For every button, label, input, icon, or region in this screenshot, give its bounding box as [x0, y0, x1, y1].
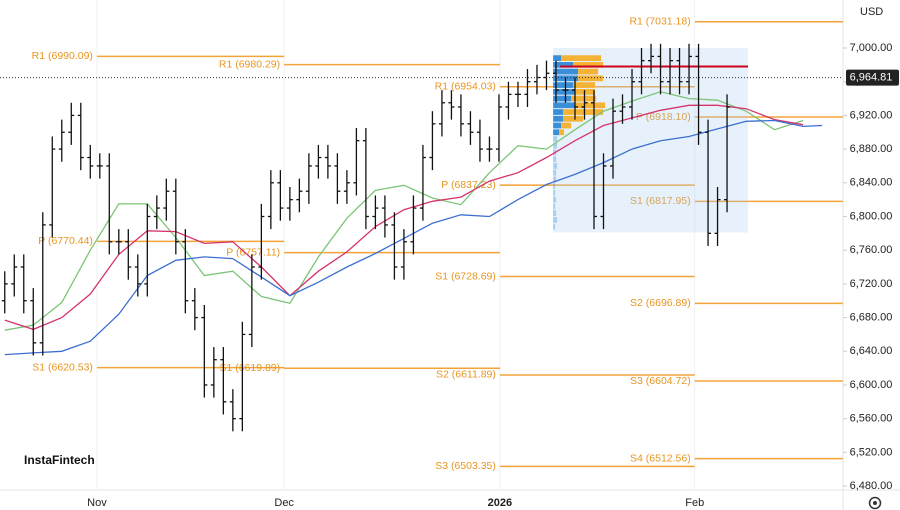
profile-buy: [553, 156, 557, 163]
profile-sell: [573, 61, 604, 68]
profile-sell: [578, 75, 604, 82]
y-tick-label: 6,800.00: [850, 210, 893, 222]
y-tick-label: 6,720.00: [850, 278, 893, 290]
moving-average: [4, 104, 804, 331]
settings-icon[interactable]: [868, 496, 882, 510]
profile-buy: [553, 163, 558, 169]
y-tick-label: 6,520.00: [850, 446, 893, 458]
pivot-label: S3 (6503.35): [435, 460, 496, 472]
profile-buy: [553, 122, 562, 129]
profile-buy: [553, 88, 576, 95]
watermark-box: [14, 440, 96, 480]
profile-buy: [553, 169, 557, 176]
profile-buy: [553, 183, 556, 190]
profile-sell: [578, 68, 599, 75]
pivot-label: P (6770.44): [38, 235, 93, 247]
y-tick-label: 6,640.00: [850, 345, 893, 357]
y-tick-label: 6,480.00: [850, 480, 893, 492]
profile-buy: [553, 196, 557, 203]
pivot-label: R1 (7031.18): [629, 16, 690, 28]
y-tick-label: 6,680.00: [850, 311, 893, 323]
profile-buy: [553, 115, 564, 122]
y-tick-label: 7,000.00: [850, 42, 893, 54]
moving-average: [4, 119, 823, 356]
plot-area: R1 (6990.09) P (6770.44) S1 (6620.53) R1 (6…: [1, 0, 843, 490]
y-tick-label: 6,560.00: [850, 413, 893, 425]
profile-sell: [563, 109, 604, 115]
profile-buy: [553, 203, 556, 210]
profile-buy: [553, 216, 558, 223]
profile-sell: [573, 82, 596, 88]
profile-sell: [575, 102, 606, 109]
pivot-label: S2 (6611.89): [436, 369, 496, 381]
profile-sell: [563, 115, 584, 122]
y-tick-label: 6,920.00: [850, 109, 893, 121]
x-tick-label: Nov: [87, 497, 107, 509]
pivot-label: S1 (6619.89): [219, 362, 280, 374]
pivot-label: S1 (6620.53): [32, 361, 93, 373]
x-tick-label: Feb: [685, 497, 704, 509]
profile-buy: [553, 102, 576, 109]
profile-buy: [553, 142, 558, 149]
last-price-tag: [846, 69, 899, 86]
currency: USD: [860, 6, 883, 18]
pivot-label: P (6837.23): [441, 179, 496, 191]
profile-buy: [553, 68, 579, 75]
pivot-label: P (6757.11): [226, 246, 280, 258]
profile-buy: [553, 190, 556, 196]
profile-buy: [553, 82, 574, 88]
profile-buy: [553, 95, 572, 102]
profile-buy: [553, 223, 556, 230]
y-tick-label: 6,840.00: [850, 177, 893, 189]
y-tick-label: 6,880.00: [850, 143, 893, 155]
settings-ring: [868, 496, 882, 510]
pivot-label: S3 (6604.72): [630, 375, 691, 387]
y-tick-label: 6,600.00: [850, 379, 893, 391]
profile-buy: [553, 129, 560, 136]
pivot-label: S1 (6817.95): [630, 195, 691, 207]
profile-buy: [553, 176, 557, 183]
pivot-label: R1 (6990.09): [32, 50, 93, 62]
profile-buy: [553, 210, 557, 216]
profile-sell: [559, 129, 565, 136]
pivot-label: R1 (6980.29): [219, 58, 280, 70]
profile-sell: [561, 55, 602, 61]
profile-sell: [561, 122, 572, 129]
watermark: InstaFintech: [24, 453, 95, 467]
pivot-label: S4 (6512.56): [630, 452, 691, 464]
last-price-label: 6,964.81: [850, 72, 893, 84]
pivot-label: S2 (6696.89): [630, 297, 691, 309]
x-tick-label: Dec: [274, 497, 294, 509]
profile-buy: [553, 136, 558, 142]
profile-buy: [553, 55, 562, 61]
profile-sell: [571, 95, 597, 102]
settings-dot: [873, 501, 877, 505]
profile-buy: [553, 61, 574, 68]
profile-buy: [553, 109, 564, 115]
x-tick-label: 2026: [488, 497, 512, 509]
y-tick-label: 6,760.00: [850, 244, 893, 256]
pivot-label: R1 (6954.03): [435, 81, 496, 93]
pivot-label: S1 (6728.69): [435, 270, 496, 282]
